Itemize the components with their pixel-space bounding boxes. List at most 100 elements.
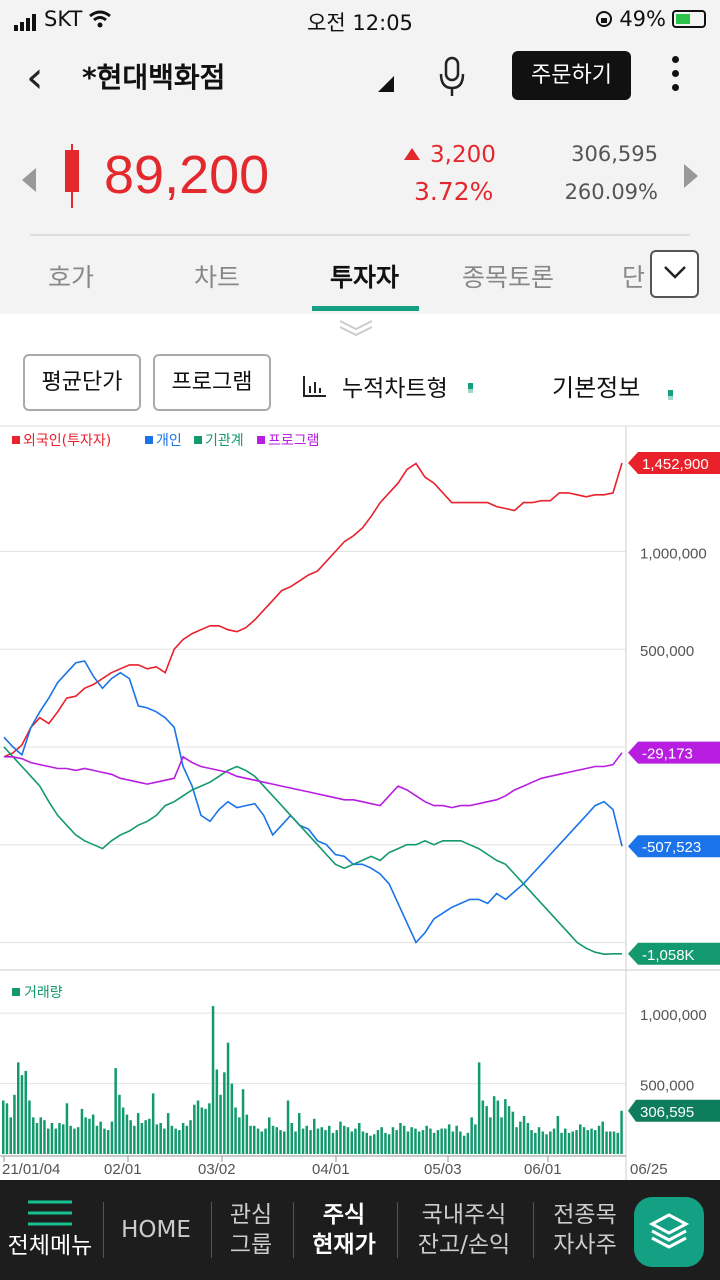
avg-price-button[interactable]: 평균단가	[23, 354, 141, 411]
back-icon[interactable]: ‹	[26, 52, 44, 103]
investor-chart[interactable]: 1,000,000 500,000 1,000,000 500,000 외국인(투자…	[0, 424, 720, 1180]
volume-percent: 260.09%	[564, 180, 658, 204]
cumulative-chart-toggle[interactable]: 누적차트형	[302, 369, 473, 403]
volume-bar	[395, 1130, 398, 1154]
volume-bar	[204, 1108, 207, 1154]
volume-bar	[275, 1127, 278, 1154]
signal-icon	[14, 7, 38, 31]
sheet-handle-icon[interactable]	[338, 318, 374, 336]
volume-bar	[13, 1094, 16, 1154]
volume-bar	[166, 1113, 170, 1154]
volume-bar	[387, 1134, 391, 1154]
legend-swatch	[12, 988, 20, 996]
volume-bar	[279, 1130, 282, 1154]
volume-bar	[58, 1123, 61, 1154]
volume-bar	[579, 1124, 582, 1154]
nav-domestic-balance[interactable]: 국내주식 잔고/손익	[398, 1180, 530, 1280]
next-stock-icon[interactable]	[684, 164, 698, 188]
legend-swatch	[257, 436, 265, 444]
volume-bar	[414, 1128, 417, 1154]
volume-bar	[444, 1128, 447, 1154]
volume-bar	[541, 1131, 545, 1154]
volume-bar	[530, 1130, 533, 1154]
volume-bar	[181, 1123, 185, 1154]
volume-bar	[564, 1128, 567, 1154]
volume-bar	[324, 1130, 327, 1154]
nav-stock-current[interactable]: 주식 현재가	[294, 1180, 394, 1280]
volume-bar	[249, 1125, 252, 1154]
more-menu-icon[interactable]	[672, 56, 682, 98]
layers-button[interactable]	[634, 1197, 704, 1267]
legend-swatch	[12, 436, 20, 444]
volume-bar	[567, 1132, 571, 1154]
volume-bar	[335, 1130, 338, 1154]
nav-interest-line1: 관심	[229, 1202, 273, 1228]
volume-bar	[492, 1096, 496, 1154]
volume-bar	[286, 1100, 290, 1154]
nav-all-stocks[interactable]: 전종목 자사주	[534, 1180, 636, 1280]
order-button[interactable]: 주문하기	[512, 51, 631, 100]
volume-bar	[159, 1123, 162, 1154]
volume-bar	[534, 1132, 537, 1154]
volume-bar	[522, 1116, 526, 1154]
volume-bar	[605, 1131, 608, 1154]
nav-allstocks-line1: 전종목	[553, 1202, 617, 1228]
volume-bar	[69, 1125, 72, 1154]
prev-stock-icon[interactable]	[22, 168, 36, 192]
dropdown-dots-icon	[467, 383, 473, 389]
chart-canvas[interactable]: 1,000,000 500,000 1,000,000 500,000 외국인(투자…	[0, 424, 720, 1180]
tab-partial[interactable]: 단	[622, 263, 646, 292]
volume-bar	[432, 1132, 436, 1154]
program-button[interactable]: 프로그램	[153, 354, 271, 411]
svg-text:306,595: 306,595	[640, 1104, 694, 1121]
mic-icon[interactable]	[438, 56, 466, 98]
volume-value: 306,595	[571, 142, 658, 166]
legend-label: 기관계	[205, 433, 244, 449]
stock-name[interactable]: *현대백화점	[82, 61, 226, 94]
volume-bar	[369, 1135, 372, 1154]
tab-orderbook[interactable]: 호가	[48, 263, 95, 292]
y-tick-label: 500,000	[640, 1078, 694, 1095]
tab-chart[interactable]: 차트	[194, 263, 241, 292]
y-tick-label: 500,000	[640, 643, 694, 660]
legend-swatch	[194, 436, 202, 444]
volume-bar	[590, 1128, 593, 1154]
volume-bar	[455, 1125, 458, 1154]
volume-bar	[193, 1104, 196, 1154]
volume-bar	[24, 1070, 27, 1154]
volume-bar	[481, 1100, 485, 1154]
tab-discussion[interactable]: 종목토론	[462, 263, 555, 292]
svg-text:1,452,900: 1,452,900	[642, 456, 709, 473]
basic-info-label: 기본정보	[552, 374, 641, 402]
price-change-value: 3,200	[430, 142, 496, 168]
nav-home[interactable]: HOME	[121, 1217, 191, 1243]
rotation-lock-icon	[596, 11, 613, 27]
volume-bar	[129, 1120, 132, 1154]
volume-bar	[560, 1132, 563, 1154]
volume-bar	[343, 1125, 346, 1154]
volume-bar	[477, 1062, 481, 1154]
volume-bar	[597, 1125, 601, 1154]
nav-all-menu[interactable]: 전체메뉴	[0, 1180, 100, 1280]
nav-interest-group[interactable]: 관심 그룹	[212, 1180, 290, 1280]
price-change-percent: 3.72%	[414, 177, 494, 206]
tab-investor[interactable]: 투자자	[330, 263, 400, 292]
volume-bar	[496, 1100, 500, 1154]
volume-bar	[73, 1128, 76, 1154]
volume-bar	[245, 1114, 249, 1154]
volume-bar	[429, 1128, 432, 1154]
volume-bar	[526, 1123, 530, 1154]
volume-bar	[189, 1120, 192, 1154]
volume-bar	[215, 1069, 219, 1154]
legend-label: 거래량	[24, 985, 63, 1001]
status-time: 오전 12:05	[307, 11, 413, 35]
volume-bar	[316, 1128, 320, 1154]
basic-info-toggle[interactable]: 기본정보	[552, 368, 673, 403]
volume-bar	[586, 1130, 589, 1154]
stock-dropdown-icon[interactable]	[378, 76, 394, 92]
volume-bar	[376, 1130, 380, 1154]
tab-more-button[interactable]	[650, 250, 699, 298]
x-tick-label: 02/01	[104, 1161, 142, 1178]
volume-bar	[474, 1124, 477, 1154]
volume-bar	[118, 1094, 121, 1154]
